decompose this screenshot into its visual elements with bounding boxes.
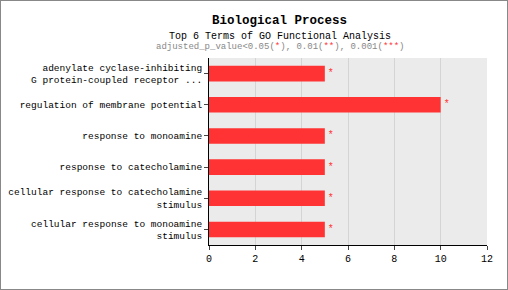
svg-text:8: 8 [391,254,397,265]
svg-text:cellular response to monoamine: cellular response to monoaminestimulus [31,219,202,242]
svg-text:*: * [328,68,334,79]
svg-text:adjusted_p_value<0.05(*), 0.01: adjusted_p_value<0.05(*), 0.01(**), 0.00… [156,42,404,52]
svg-text:2: 2 [252,254,258,265]
svg-text:Biological Process: Biological Process [212,14,347,28]
svg-text:10: 10 [435,254,447,265]
svg-text:response to monoamine: response to monoamine [82,131,202,142]
svg-text:*: * [328,224,334,235]
svg-text:*: * [328,162,334,173]
svg-text:6: 6 [345,254,351,265]
svg-text:adenylate cyclase-inhibitingG: adenylate cyclase-inhibitingG protein-co… [31,63,202,86]
svg-text:4: 4 [299,254,305,265]
svg-text:*: * [328,130,334,141]
svg-text:response to catecholamine: response to catecholamine [60,162,203,173]
svg-text:cellular response to catechola: cellular response to catecholaminestimul… [8,187,202,210]
svg-text:12: 12 [481,254,493,265]
svg-text:Top 6 Terms of GO Functional A: Top 6 Terms of GO Functional Analysis [169,31,391,42]
svg-text:regulation of membrane potenti: regulation of membrane potential [20,100,203,111]
svg-text:*: * [328,193,334,204]
svg-text:*: * [444,99,450,110]
svg-text:0: 0 [206,254,212,265]
